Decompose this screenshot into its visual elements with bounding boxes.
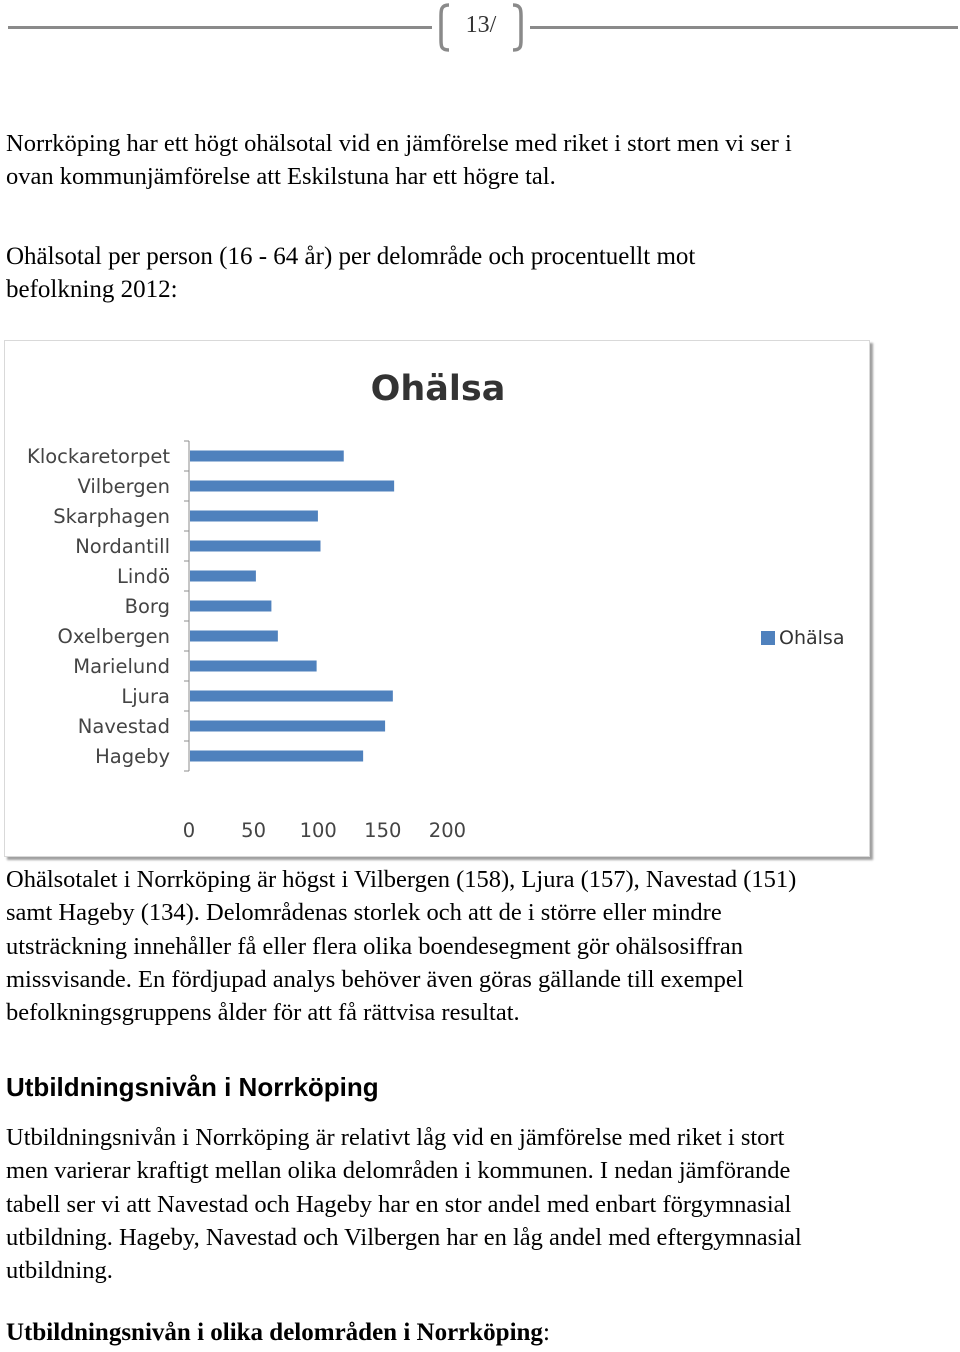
- table-heading-text: Utbildningsnivån i olika delområden i No…: [6, 1319, 543, 1346]
- category-label: Borg: [125, 595, 170, 618]
- section-title: Ohälsotal per person (16 - 64 år) per de…: [6, 240, 695, 307]
- intro-paragraph: Norrköping har ett högt ohälsotal vid en…: [6, 127, 948, 194]
- x-tick-label: 200: [429, 819, 466, 842]
- bar-marielund: [190, 660, 317, 672]
- x-tick-label: 0: [183, 819, 195, 842]
- x-tick-label: 100: [300, 819, 337, 842]
- table-heading-colon: :: [542, 1319, 550, 1346]
- education-line-3: tabell ser vi att Navestad och Hageby ha…: [6, 1190, 792, 1218]
- education-line-4: utbildning. Hageby, Navestad och Vilberg…: [6, 1223, 802, 1251]
- category-label: Vilbergen: [77, 475, 170, 498]
- header-rule-right: [530, 26, 958, 29]
- analysis-line-1: Ohälsotalet i Norrköping är högst i Vilb…: [6, 866, 797, 893]
- header-rule-left: [8, 26, 432, 29]
- bar-klockaretorpet: [190, 450, 344, 462]
- category-label: Klockaretorpet: [27, 445, 170, 468]
- category-label: Oxelbergen: [58, 625, 171, 648]
- legend-swatch: [761, 631, 775, 645]
- education-heading: Utbildningsnivån i Norrköping: [6, 1072, 379, 1102]
- chart-title: Ohälsa: [371, 369, 506, 409]
- education-line-5: utbildning.: [6, 1257, 113, 1285]
- plot-area: Klockaretorpet Vilbergen Skarphagen Nordant…: [27, 440, 466, 842]
- section-title-line-2: befolkning 2012:: [6, 276, 178, 304]
- bar-navestad: [190, 720, 386, 732]
- intro-line-2: ovan kommunjämförelse att Eskilstuna har…: [6, 163, 556, 191]
- section-title-line-1: Ohälsotal per person (16 - 64 år) per de…: [6, 243, 696, 270]
- chart-container: Ohälsa Klockaretorpet Vilbergen Skarphagen…: [4, 340, 870, 857]
- category-label: Navestad: [78, 715, 170, 738]
- education-line-1: Utbildningsnivån i Norrköping är relativ…: [6, 1124, 785, 1151]
- analysis-paragraph: Ohälsotalet i Norrköping är högst i Vilb…: [6, 863, 948, 1029]
- page-number-badge: 13/: [435, 2, 527, 52]
- legend: Ohälsa: [761, 627, 844, 649]
- category-label: Ljura: [121, 685, 170, 708]
- ohalsa-bar-chart: Ohälsa Klockaretorpet Vilbergen Skarphagen…: [27, 369, 844, 842]
- education-paragraph: Utbildningsnivån i Norrköping är relativ…: [6, 1121, 948, 1287]
- legend-label: Ohälsa: [779, 627, 844, 649]
- intro-line-1: Norrköping har ett högt ohälsotal vid en…: [6, 130, 792, 157]
- table-heading: Utbildningsnivån i olika delområden i No…: [6, 1319, 550, 1347]
- bar-borg: [190, 600, 272, 612]
- category-label: Nordantill: [75, 535, 170, 558]
- category-label: Lindö: [117, 565, 170, 588]
- education-line-2: men varierar kraftigt mellan olika delom…: [6, 1157, 791, 1185]
- bar-hageby: [190, 750, 364, 762]
- page-number-brackets: [439, 3, 523, 52]
- bar-ljura: [190, 690, 393, 702]
- category-label: Skarphagen: [53, 505, 170, 528]
- page-number: 13/: [465, 12, 497, 38]
- bar-oxelbergen: [190, 630, 278, 642]
- analysis-line-2: samt Hageby (134). Delområdenas storlek …: [6, 899, 722, 927]
- analysis-line-4: missvisande. En fördjupad analys behöver…: [6, 965, 744, 993]
- x-tick-label: 50: [241, 819, 266, 842]
- bar-vilbergen: [190, 480, 395, 492]
- bar-lindö: [190, 570, 256, 582]
- x-tick-label: 150: [364, 819, 401, 842]
- category-label: Marielund: [73, 655, 170, 678]
- category-label: Hageby: [95, 745, 170, 768]
- analysis-line-3: utsträckning innehåller få eller flera o…: [6, 932, 743, 960]
- bar-skarphagen: [190, 510, 318, 522]
- analysis-line-5: befolkningsgruppens ålder för att få rät…: [6, 999, 520, 1027]
- bar-nordantill: [190, 540, 321, 552]
